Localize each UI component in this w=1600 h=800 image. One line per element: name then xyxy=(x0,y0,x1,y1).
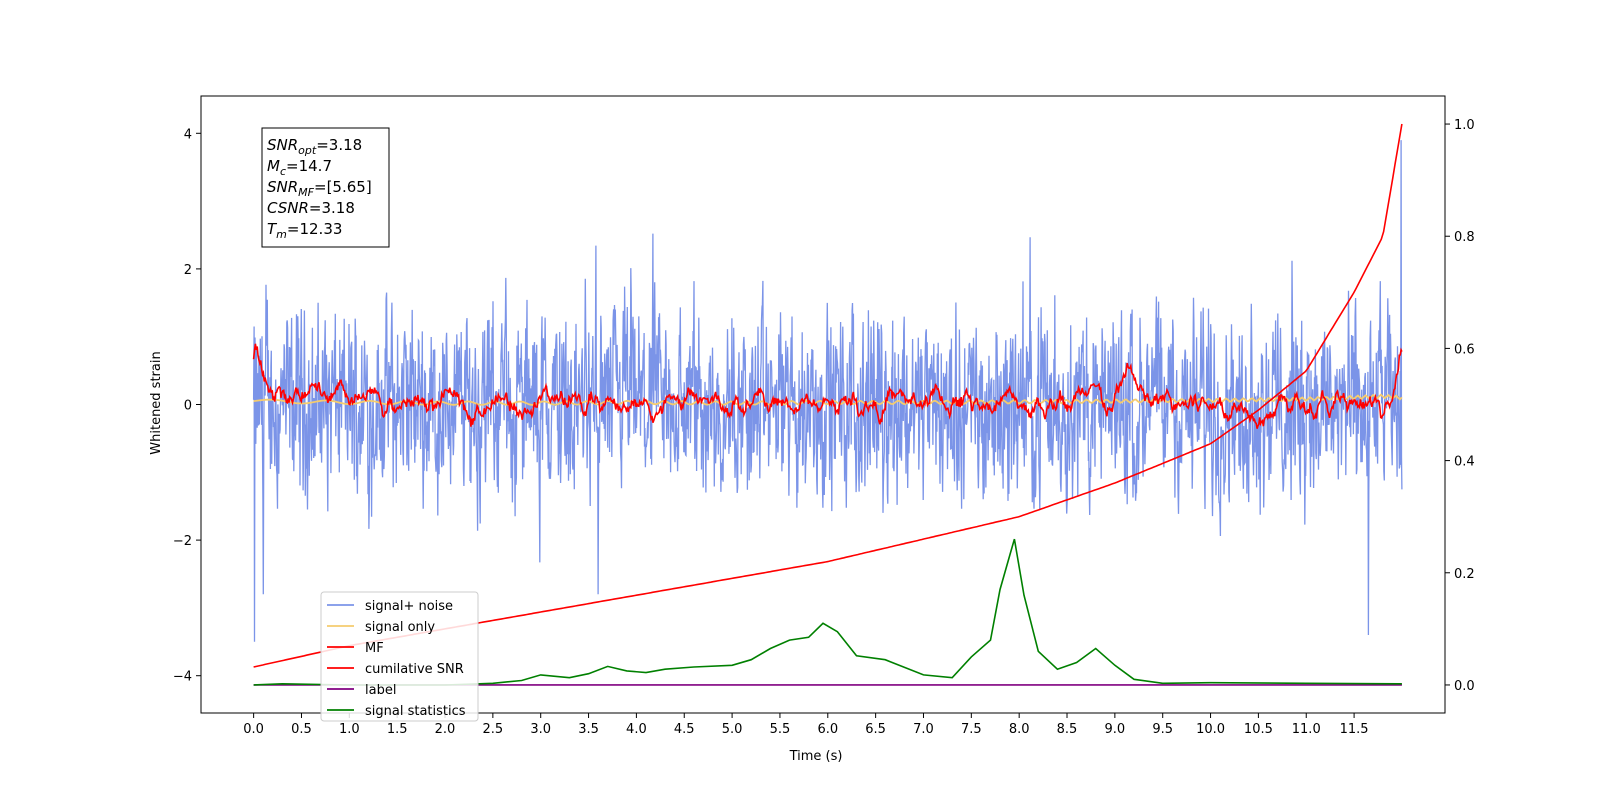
y2-tick-label: 0.0 xyxy=(1454,679,1475,694)
annotation-value: =12.33 xyxy=(287,220,343,238)
annotation-subscript: MF xyxy=(298,186,314,199)
x-tick-label: 8.0 xyxy=(1009,722,1030,737)
y-tick-label: 4 xyxy=(184,127,192,142)
x-tick-label: 0.5 xyxy=(291,722,312,737)
annotation-value: =14.7 xyxy=(286,157,332,175)
y-tick-label: −4 xyxy=(173,670,192,685)
annotation-subscript: m xyxy=(276,228,287,241)
y-axis-label: Whitened strain xyxy=(149,351,164,454)
y2-tick-label: 0.6 xyxy=(1454,342,1475,357)
y-tick-label: 2 xyxy=(184,263,192,278)
annotation-line: SNRMF=[5.65] xyxy=(267,178,372,199)
x-tick-label: 6.5 xyxy=(865,722,886,737)
x-tick-label: 2.5 xyxy=(483,722,504,737)
annotation-frame xyxy=(261,127,390,248)
series-signal-statistics xyxy=(253,538,1402,686)
annotation-line: CSNR=3.18 xyxy=(267,199,355,217)
x-tick-label: 2.0 xyxy=(435,722,456,737)
x-axis-label: Time (s) xyxy=(789,749,843,764)
x-tick-label: 0.0 xyxy=(243,722,264,737)
x-tick-label: 9.5 xyxy=(1152,722,1173,737)
annotation-symbol: M xyxy=(267,157,280,175)
annotation-line: Mc=14.7 xyxy=(267,157,332,178)
annotation-value: =3.18 xyxy=(316,136,362,154)
annotation-subscript: c xyxy=(280,165,286,178)
y2-tick-label: 0.4 xyxy=(1454,455,1475,470)
x-tick-label: 7.0 xyxy=(913,722,934,737)
x-tick-label: 1.0 xyxy=(339,722,360,737)
x-tick-label: 1.5 xyxy=(387,722,408,737)
series-signal-noise xyxy=(252,140,1403,642)
legend-entry: signal+ noise xyxy=(365,599,453,614)
y-tick-label: 0 xyxy=(184,399,192,414)
legend-entry: signal statistics xyxy=(365,704,466,719)
annotation-subscript: opt xyxy=(298,144,317,157)
legend-entry: label xyxy=(365,683,396,698)
annotation-box: SNRopt=3.18Mc=14.7SNRMF=[5.65]CSNR=3.18T… xyxy=(261,127,390,248)
legend-entry: MF xyxy=(365,641,384,656)
x-tick-label: 4.0 xyxy=(626,722,647,737)
annotation-value: =[5.65] xyxy=(314,178,372,196)
annotation-line: SNRopt=3.18 xyxy=(267,136,362,157)
x-tick-label: 3.0 xyxy=(530,722,551,737)
x-tick-label: 5.0 xyxy=(722,722,743,737)
annotation-symbol: T xyxy=(267,220,278,238)
x-tick-label: 10.5 xyxy=(1244,722,1273,737)
y2-tick-label: 0.2 xyxy=(1454,567,1475,582)
y2-tick-label: 0.8 xyxy=(1454,230,1475,245)
x-tick-label: 8.5 xyxy=(1057,722,1078,737)
x-tick-label: 7.5 xyxy=(961,722,982,737)
legend-entry: cumilative SNR xyxy=(365,662,464,677)
x-tick-label: 11.5 xyxy=(1340,722,1369,737)
legend-frame xyxy=(320,591,479,722)
annotation-symbol: SNR xyxy=(267,178,298,196)
x-tick-label: 3.5 xyxy=(578,722,599,737)
annotation-symbol: SNR xyxy=(267,136,298,154)
x-tick-label: 5.5 xyxy=(770,722,791,737)
annotation-line: Tm=12.33 xyxy=(267,220,342,241)
annotation-value: =3.18 xyxy=(309,199,355,217)
annotation-symbol: CSNR xyxy=(267,199,309,217)
x-tick-label: 10.0 xyxy=(1196,722,1225,737)
y-tick-label: −2 xyxy=(173,534,192,549)
x-tick-label: 11.0 xyxy=(1292,722,1321,737)
x-tick-label: 9.0 xyxy=(1105,722,1126,737)
axes: 0.0 0.5 1.0 1.5 2.0 2.5 3.0 3.5 4.0 4.5 5.0 5.5 6.0 6… xyxy=(173,95,1475,737)
x-tick-label: 4.5 xyxy=(674,722,695,737)
x-tick-label: 6.0 xyxy=(817,722,838,737)
series-mf xyxy=(252,343,1403,429)
series-signal-only xyxy=(253,393,1403,406)
y2-tick-label: 1.0 xyxy=(1454,118,1475,133)
legend-entry: signal only xyxy=(365,620,435,635)
legend: signal+ noise signal only MF cumilative SNR… xyxy=(320,591,479,722)
